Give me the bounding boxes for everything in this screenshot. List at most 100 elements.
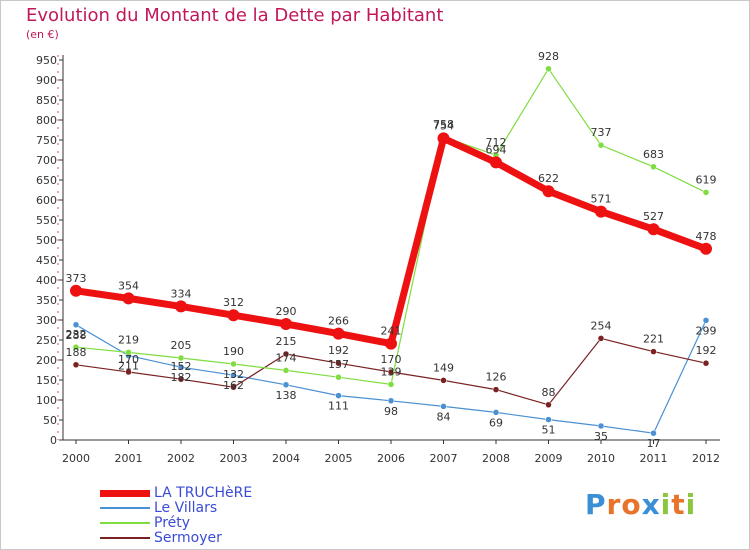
data-label: 478 (696, 230, 717, 243)
data-point (647, 223, 660, 236)
x-tick-label: 2006 (377, 452, 405, 465)
y-tick-label: 650 (36, 174, 57, 187)
legend-swatch (100, 537, 150, 539)
data-point (387, 381, 395, 388)
data-point (545, 401, 552, 409)
data-label: 928 (538, 50, 559, 63)
data-point (72, 361, 80, 369)
data-label: 622 (538, 172, 559, 185)
logo-letter: o (621, 488, 642, 521)
data-label: 232 (66, 328, 87, 341)
data-point (597, 422, 605, 430)
data-label: 334 (171, 287, 192, 300)
y-tick-label: 100 (36, 394, 57, 407)
data-label: 266 (328, 315, 349, 328)
data-point (335, 373, 342, 381)
legend-swatch (100, 522, 150, 524)
y-tick-label: 900 (36, 74, 57, 87)
y-tick-label: 0 (50, 434, 57, 447)
data-point (122, 292, 135, 305)
data-point (175, 300, 187, 313)
data-label: 290 (276, 305, 297, 318)
data-point (385, 337, 397, 350)
y-tick-label: 700 (36, 154, 57, 167)
data-point (597, 141, 605, 149)
data-point (387, 397, 395, 405)
x-tick-label: 2002 (167, 452, 195, 465)
data-label: 162 (223, 379, 244, 392)
legend-label: Le Villars (154, 500, 218, 516)
data-point (650, 163, 657, 171)
data-label: 758 (433, 118, 454, 131)
data-point (177, 354, 185, 362)
y-tick-label: 450 (36, 254, 57, 267)
y-tick-label: 750 (36, 134, 57, 147)
chart-subtitle: (en €) (26, 28, 59, 41)
data-point (177, 375, 185, 383)
x-tick-label: 2009 (535, 452, 563, 465)
y-tick-label: 350 (36, 294, 57, 307)
y-tick-label: 400 (36, 274, 57, 287)
data-point (177, 363, 185, 371)
series-line-0 (75, 134, 708, 348)
data-label: 88 (542, 386, 556, 399)
data-label: 84 (437, 410, 451, 423)
data-label: 254 (591, 319, 612, 332)
data-label: 111 (328, 400, 349, 413)
y-tick-label: 600 (36, 194, 57, 207)
data-point (437, 132, 450, 145)
legend-item: LA TRUCHèRE (100, 485, 360, 501)
data-label: 98 (384, 405, 398, 418)
data-point (492, 409, 500, 416)
y-tick-label: 300 (36, 314, 57, 327)
data-label: 182 (171, 371, 192, 384)
x-tick-label: 2012 (692, 452, 720, 465)
data-point (650, 429, 657, 437)
data-point (492, 386, 500, 393)
data-point (230, 383, 237, 391)
data-label: 69 (489, 416, 503, 429)
x-tick-label: 2000 (62, 452, 90, 465)
data-point (282, 350, 290, 358)
y-tick-label: 200 (36, 354, 57, 367)
data-point (230, 360, 237, 368)
data-label: 170 (381, 353, 402, 366)
data-point (700, 242, 712, 255)
legend-item: Sermoyer (100, 530, 360, 546)
data-label: 619 (696, 173, 717, 186)
data-label: 288 (66, 329, 87, 342)
chart-title: Evolution du Montant de la Dette par Hab… (26, 5, 444, 26)
data-point (335, 359, 342, 367)
data-point (227, 309, 240, 322)
data-point (335, 392, 342, 399)
data-point (70, 284, 82, 297)
data-label: 51 (542, 424, 556, 437)
x-tick-label: 2001 (115, 452, 143, 465)
y-tick-label: 500 (36, 234, 57, 247)
data-point (650, 348, 657, 355)
legend-item: Préty (100, 515, 360, 531)
data-label: 211 (118, 360, 139, 373)
y-tick-label: 150 (36, 374, 57, 387)
data-label: 221 (643, 333, 664, 346)
data-label: 190 (223, 345, 244, 358)
y-tick-label: 950 (36, 54, 57, 67)
data-label: 683 (643, 148, 664, 161)
data-label: 149 (433, 361, 454, 374)
data-point (597, 335, 605, 342)
x-tick-label: 2005 (325, 452, 353, 465)
data-label: 139 (381, 365, 402, 378)
data-label: 219 (118, 333, 139, 346)
data-label: 354 (118, 279, 139, 292)
data-point (72, 343, 80, 351)
legend-item: Le Villars (100, 500, 360, 516)
data-point (545, 65, 552, 73)
y-tick-label: 550 (36, 214, 57, 227)
data-point (280, 318, 292, 330)
data-label: 571 (591, 193, 612, 206)
x-tick-label: 2003 (220, 452, 248, 465)
y-tick-label: 50 (43, 414, 57, 427)
data-label: 241 (381, 325, 402, 338)
